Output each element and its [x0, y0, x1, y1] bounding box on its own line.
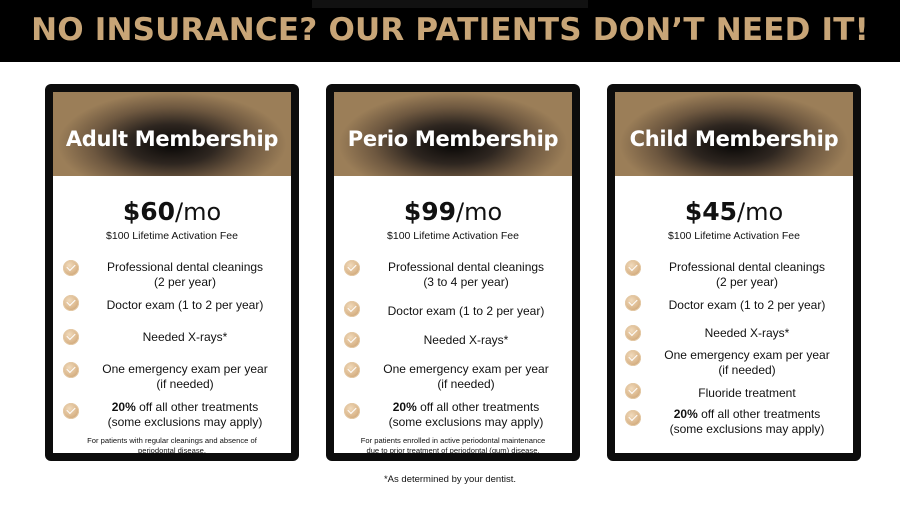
child-membership-card[interactable]: Child Membership $45/mo $100 Lifetime Ac… [607, 84, 861, 461]
price-period: /mo [456, 198, 503, 226]
check-icon [63, 362, 79, 378]
price-amount: $60 [122, 197, 176, 226]
price-amount: $45 [684, 197, 738, 226]
perio-membership-card[interactable]: Perio Membership $99/mo $100 Lifetime Ac… [326, 84, 580, 461]
activation-fee: $100 Lifetime Activation Fee [106, 230, 238, 242]
check-icon [625, 295, 641, 311]
feature-subtext: (some exclusions may apply) [669, 422, 825, 436]
banner-title: NO INSURANCE? OUR PATIENTS DON’T NEED IT… [31, 12, 869, 48]
discount-percent: 20% [111, 400, 136, 414]
feature-text: Needed X-rays* [704, 326, 790, 340]
header-banner: NO INSURANCE? OUR PATIENTS DON’T NEED IT… [0, 0, 900, 62]
card-body: Perio Membership $99/mo $100 Lifetime Ac… [334, 92, 572, 456]
check-icon [344, 301, 360, 317]
card-header: Perio Membership [334, 92, 572, 176]
price-period: /mo [737, 198, 784, 226]
feature-subtext: (2 per year) [153, 275, 217, 289]
price: $99/mo [334, 199, 572, 224]
discount-percent: 20% [673, 407, 698, 421]
feature-subtext: (some exclusions may apply) [107, 415, 263, 429]
eligibility-note: For patients enrolled in active periodon… [338, 436, 568, 456]
check-icon [63, 295, 79, 311]
price-amount: $99 [403, 197, 457, 226]
check-icon [63, 329, 79, 345]
card-header: Adult Membership [53, 92, 291, 176]
feature-text: off all other treatments [697, 407, 821, 421]
feature-subtext: (if needed) [437, 377, 495, 391]
note-line: due to prior treatment of periodontal (g… [366, 446, 540, 455]
note-line: periodontal disease. [138, 446, 206, 455]
card-header: Child Membership [615, 92, 853, 176]
banner-notch [312, 0, 588, 8]
check-icon [625, 260, 641, 276]
card-title: Adult Membership [65, 127, 279, 151]
feature-text: off all other treatments [416, 400, 540, 414]
feature-text: Professional dental cleanings [106, 260, 264, 274]
feature-text: Fluoride treatment [698, 386, 796, 400]
card-body: Adult Membership $60/mo $100 Lifetime Ac… [53, 92, 291, 456]
check-icon [344, 332, 360, 348]
feature-text: Doctor exam (1 to 2 per year) [668, 298, 826, 312]
eligibility-note: For patients with regular cleanings and … [57, 436, 287, 456]
card-title: Child Membership [629, 127, 839, 151]
check-icon [625, 410, 641, 426]
feature-text: One emergency exam per year [664, 348, 830, 362]
adult-membership-card[interactable]: Adult Membership $60/mo $100 Lifetime Ac… [45, 84, 299, 461]
feature-subtext: (3 to 4 per year) [423, 275, 509, 289]
feature-text: Doctor exam (1 to 2 per year) [106, 298, 264, 312]
feature-text: Needed X-rays* [423, 333, 509, 347]
feature-text: One emergency exam per year [383, 362, 549, 376]
price: $60/mo [53, 199, 291, 224]
activation-fee: $100 Lifetime Activation Fee [387, 230, 519, 242]
feature-subtext: (2 per year) [715, 275, 779, 289]
feature-text: Professional dental cleanings [387, 260, 545, 274]
feature-subtext: (if needed) [718, 363, 776, 377]
price: $45/mo [615, 199, 853, 224]
check-icon [625, 383, 641, 399]
footnote: *As determined by your dentist. [383, 474, 516, 485]
note-line: For patients with regular cleanings and … [87, 436, 257, 445]
feature-text: off all other treatments [135, 400, 259, 414]
note-line: For patients enrolled in active periodon… [360, 436, 546, 445]
check-icon [625, 350, 641, 366]
feature-text: Doctor exam (1 to 2 per year) [387, 304, 545, 318]
check-icon [344, 362, 360, 378]
card-title: Perio Membership [347, 127, 559, 151]
feature-text: One emergency exam per year [102, 362, 268, 376]
check-icon [63, 403, 79, 419]
check-icon [625, 325, 641, 341]
card-body: Child Membership $45/mo $100 Lifetime Ac… [615, 92, 853, 453]
check-icon [344, 260, 360, 276]
price-period: /mo [175, 198, 222, 226]
feature-subtext: (if needed) [156, 377, 214, 391]
check-icon [344, 403, 360, 419]
feature-subtext: (some exclusions may apply) [388, 415, 544, 429]
feature-text: Professional dental cleanings [668, 260, 826, 274]
check-icon [63, 260, 79, 276]
activation-fee: $100 Lifetime Activation Fee [668, 230, 800, 242]
discount-percent: 20% [392, 400, 417, 414]
feature-text: Needed X-rays* [142, 330, 228, 344]
